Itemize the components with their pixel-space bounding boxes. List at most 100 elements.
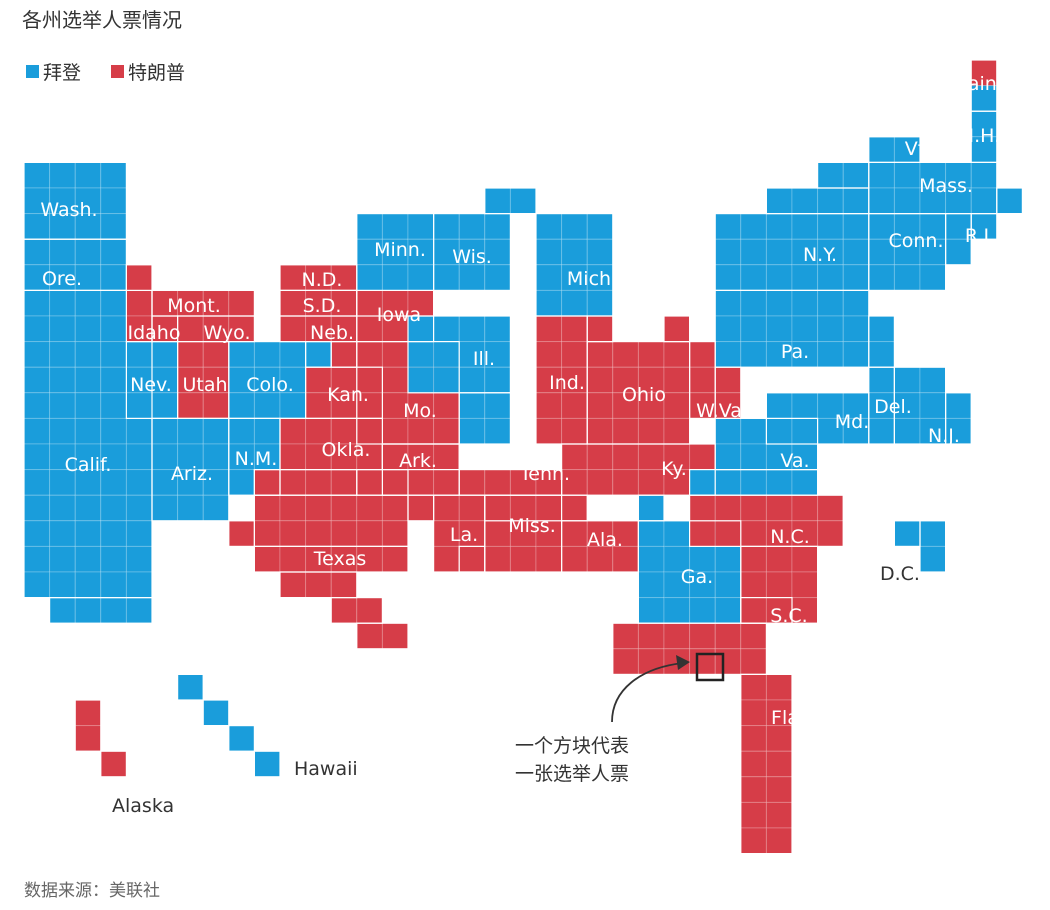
tile-ill	[433, 341, 460, 368]
tile-nc	[740, 520, 767, 547]
state-border-alaska	[100, 750, 128, 778]
tile-ill	[458, 366, 486, 394]
tile-calif	[125, 597, 153, 624]
tile-wis	[484, 264, 511, 291]
tile-fla	[740, 622, 767, 650]
tile-mass	[970, 187, 998, 215]
tile-nev	[151, 392, 179, 419]
state-label-ala: Ala.	[587, 529, 623, 551]
tile-mass	[893, 187, 921, 215]
state-label-hawaii: Hawaii	[294, 758, 358, 780]
state-label-md: Md.	[835, 411, 870, 433]
tile-wyo	[177, 315, 204, 343]
state-label-ny: N.Y.	[803, 244, 837, 266]
legend: 拜登 特朗普	[26, 58, 185, 85]
tile-ohio	[663, 341, 691, 368]
tile-texas	[253, 520, 281, 547]
tile-mass	[970, 161, 998, 189]
tile-wva	[714, 366, 742, 394]
tile-ga	[663, 520, 691, 547]
state-label-calif: Calif.	[65, 454, 112, 476]
tile-calif	[74, 392, 102, 419]
tile-ind	[561, 315, 588, 343]
tile-ind	[561, 392, 588, 419]
tile-ore	[49, 238, 76, 266]
tile-ark	[407, 469, 435, 496]
tile-ky	[586, 469, 614, 496]
tile-fla	[765, 725, 793, 752]
tile-alaska	[74, 699, 102, 727]
state-label-tenn: Tenn.	[519, 463, 570, 485]
tile-md	[765, 392, 793, 419]
state-border-hawaii	[177, 673, 204, 701]
tile-ill	[484, 392, 511, 419]
tile-la	[433, 494, 460, 522]
state-label-la: La.	[450, 524, 478, 546]
tile-pa	[842, 315, 870, 343]
tile-mich	[561, 264, 588, 291]
tile-nc	[817, 494, 844, 522]
tile-calif	[23, 443, 51, 471]
tile-mo	[433, 417, 460, 445]
tile-ohio	[586, 341, 614, 368]
tile-md	[791, 392, 819, 419]
tile-ind	[535, 417, 563, 445]
tile-calif	[125, 545, 153, 573]
state-label-pa: Pa.	[781, 341, 809, 363]
tile-wash	[100, 213, 127, 240]
tile-ill	[484, 366, 511, 394]
tile-ariz	[202, 494, 230, 522]
tile-ny	[740, 213, 767, 240]
state-border-miss	[458, 545, 486, 573]
tile-ky	[561, 443, 588, 471]
tile-calif	[100, 545, 127, 573]
tile-miss	[484, 545, 511, 573]
state-label-alaska: Alaska	[112, 795, 174, 817]
tile-ny	[740, 264, 767, 291]
tile-ore	[23, 238, 51, 266]
tile-mich	[561, 213, 588, 240]
tile-mich	[535, 289, 563, 317]
tile-texas	[253, 469, 281, 496]
state-label-ore: Ore.	[42, 268, 82, 290]
tile-wis	[458, 213, 486, 240]
tile-nc	[714, 520, 742, 547]
tile-idaho	[125, 264, 153, 291]
tile-ky	[586, 443, 614, 471]
tile-utah	[202, 341, 230, 368]
tile-alaska	[74, 725, 102, 752]
tile-sc	[791, 571, 819, 599]
tile-minn	[407, 213, 435, 240]
arrow-head-icon	[676, 655, 690, 670]
tile-okla	[279, 443, 307, 471]
state-label-ind: Ind.	[549, 372, 585, 394]
tile-miss	[535, 545, 563, 573]
tile-texas	[305, 520, 332, 547]
tile-ny	[842, 238, 870, 266]
tile-ore	[74, 238, 102, 266]
tile-ohio	[637, 341, 665, 368]
legend-label-biden: 拜登	[43, 62, 82, 84]
tile-ill	[484, 341, 511, 368]
state-border-dc	[919, 520, 947, 573]
tile-ohio	[637, 366, 665, 394]
tile-wash	[74, 187, 102, 215]
tile-calif	[23, 469, 51, 496]
tile-wis	[509, 187, 537, 215]
tile-mass	[893, 161, 921, 189]
tile-utah	[202, 366, 230, 394]
tile-calif	[74, 315, 102, 343]
tile-mich	[535, 264, 563, 291]
tile-la	[433, 545, 460, 573]
tile-dc	[893, 520, 921, 547]
tile-ariz	[151, 417, 179, 445]
tile-pa	[817, 289, 844, 317]
tile-calif	[74, 545, 102, 573]
tile-colo	[253, 392, 281, 419]
state-label-ri: R.I.	[965, 225, 995, 247]
state-border-wis	[433, 213, 512, 292]
state-border-mass	[996, 187, 1023, 215]
state-label-ky: Ky.	[661, 458, 687, 480]
tile-conn	[868, 264, 895, 291]
state-label-dc: D.C.	[880, 563, 920, 585]
